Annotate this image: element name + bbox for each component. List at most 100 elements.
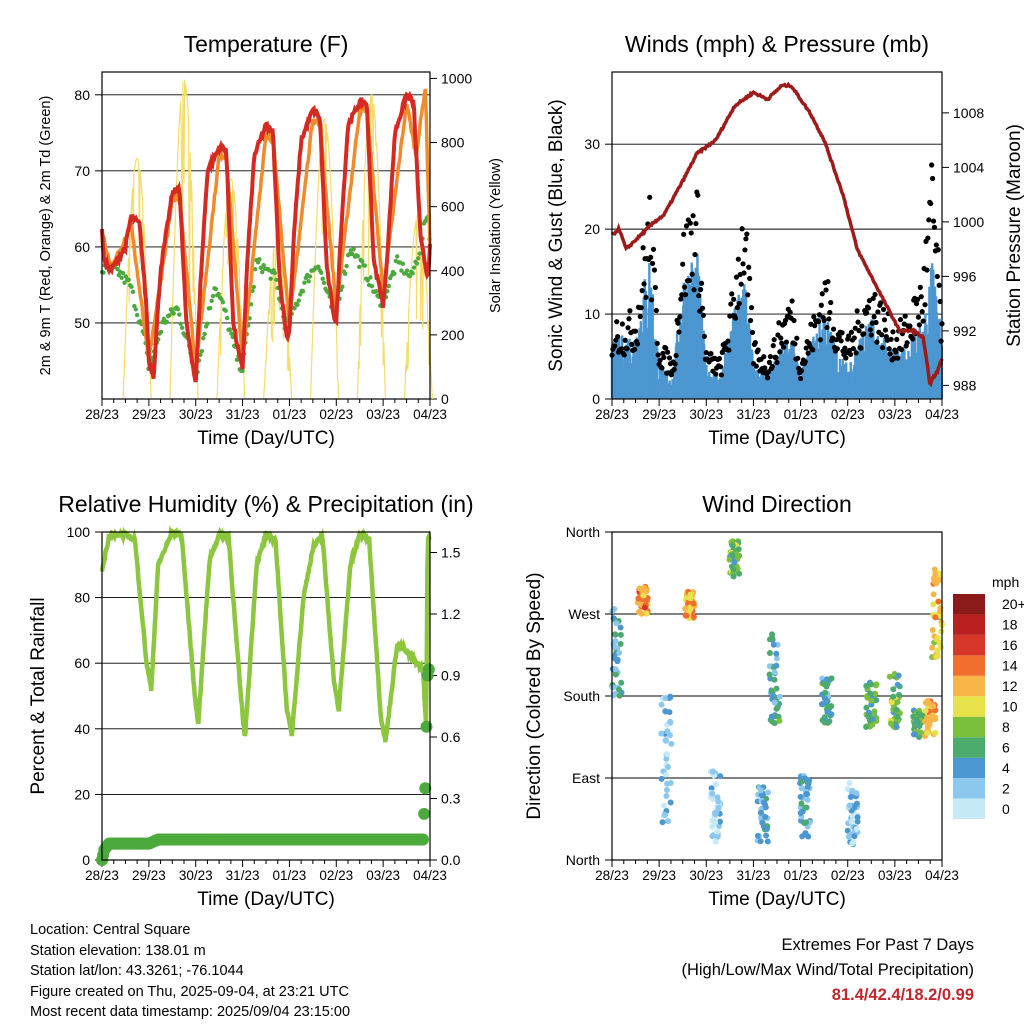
dewpoint-point [362, 263, 368, 268]
dewpoint-point [126, 277, 131, 283]
gust-point [872, 291, 878, 298]
gust-point [648, 254, 654, 260]
direction-point [729, 552, 736, 559]
dewpoint-point [120, 270, 126, 276]
gust-point [880, 345, 886, 351]
precip-point [419, 782, 432, 795]
dewpoint-point [216, 291, 221, 297]
dewpoint-point [365, 278, 370, 283]
dewpoint-point [179, 325, 185, 330]
dewpoint-point [414, 261, 420, 266]
x-tick-label: 03/23 [878, 868, 912, 883]
extremes-title: Extremes For Past 7 Days [781, 936, 974, 954]
direction-point [762, 814, 769, 821]
gust-point [867, 327, 873, 333]
gust-point [915, 314, 922, 320]
y-axis-label: Percent & Total Rainfall [28, 597, 49, 794]
gust-point [842, 345, 848, 351]
gust-point [794, 335, 800, 341]
gust-point [853, 350, 859, 356]
direction-point [614, 645, 621, 652]
direction-point [930, 601, 937, 608]
gust-point [895, 355, 901, 361]
gust-point [858, 345, 864, 351]
direction-point [896, 691, 903, 698]
dewpoint-point [272, 270, 278, 276]
direction-point [797, 793, 804, 800]
direction-point [666, 732, 673, 739]
humidity-precip-panel: Relative Humidity (%) & Precipitation (i… [28, 491, 474, 910]
precip-point [418, 807, 431, 820]
x-axis-label: Time (Day/UTC) [708, 428, 846, 449]
dewpoint-point [130, 289, 136, 295]
dewpoint-point [298, 292, 303, 297]
gust-point [781, 344, 787, 350]
x-tick-label: 31/23 [737, 868, 771, 883]
gust-point [619, 321, 625, 327]
direction-point [709, 790, 716, 797]
chart-title: Winds (mph) & Pressure (mb) [625, 31, 929, 57]
gust-point [904, 340, 910, 346]
x-tick-label: 30/23 [689, 407, 723, 422]
y-axis-label: Sonic Wind & Gust (Blue, Black) [546, 99, 567, 371]
direction-point [930, 591, 937, 598]
colorbar-label: 4 [1002, 760, 1010, 776]
direction-point [766, 649, 773, 656]
x-tick-label: 01/23 [273, 407, 307, 422]
direction-point [643, 588, 650, 595]
y-tick-label: 60 [74, 655, 90, 671]
direction-point [763, 825, 770, 832]
direction-point [863, 724, 870, 731]
direction-point [659, 819, 666, 826]
direction-point [683, 612, 690, 619]
gust-point [914, 296, 921, 303]
gust-point [690, 213, 696, 219]
direction-point [822, 689, 829, 696]
gust-point [880, 306, 887, 313]
dewpoint-point [316, 264, 321, 269]
gust-point [614, 319, 620, 325]
gust-point [747, 275, 753, 282]
x-tick-label: 31/23 [737, 407, 771, 422]
direction-point [771, 669, 778, 676]
dewpoint-point [209, 298, 214, 304]
gust-point [627, 308, 633, 314]
direction-point [888, 699, 895, 706]
gust-point [734, 305, 741, 311]
direction-point [804, 796, 811, 803]
gust-point [681, 231, 687, 237]
direction-point [658, 775, 665, 782]
direction-point [821, 695, 828, 702]
colorbar-label: 12 [1002, 678, 1018, 694]
gust-point [879, 332, 885, 338]
gust-point [682, 284, 688, 290]
dewpoint-point [199, 348, 205, 354]
gust-point [689, 271, 695, 277]
y-tick-label: 0 [592, 391, 600, 407]
y-tick-label-right: 1008 [953, 105, 984, 121]
dewpoint-point [240, 368, 245, 373]
gust-point [713, 371, 719, 377]
dewpoint-point [395, 254, 400, 259]
gust-point [615, 333, 621, 340]
colorbar-title: mph [992, 574, 1019, 590]
extremes-values: 81.4/42.4/18.2/0.99 [831, 986, 974, 1004]
gust-point [823, 287, 829, 293]
direction-point [924, 715, 931, 722]
gust-point [811, 314, 817, 320]
direction-point [914, 718, 921, 725]
direction-point [709, 817, 716, 824]
gust-point [639, 288, 645, 294]
direction-point [938, 628, 945, 635]
gust-point [918, 294, 924, 300]
x-axis-label: Time (Day/UTC) [708, 889, 846, 910]
direction-point [717, 773, 724, 780]
y-tick-label: North [566, 852, 600, 868]
gust-point [802, 359, 808, 365]
dewpoint-point [302, 280, 307, 285]
gust-point [661, 354, 667, 360]
dewpoint-point [220, 300, 226, 305]
gust-point [637, 313, 643, 320]
gust-point [777, 349, 783, 355]
y-tick-label-right: 0.6 [441, 729, 461, 745]
